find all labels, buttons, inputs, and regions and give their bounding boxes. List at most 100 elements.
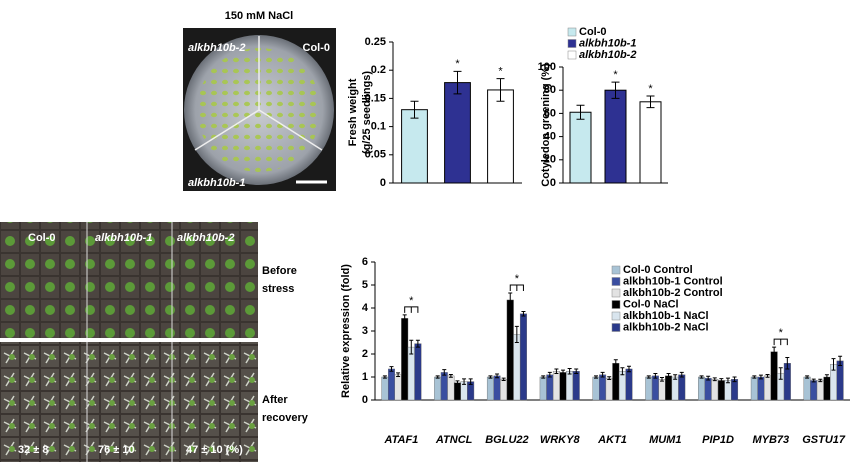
bar	[625, 368, 633, 401]
y-tick-label: 0	[380, 177, 386, 189]
bar	[816, 380, 824, 401]
legend-label: alkbh10b-2 Control	[623, 287, 723, 299]
bar	[651, 375, 659, 401]
significance-star: *	[455, 58, 460, 70]
y-tick-label: 0	[362, 394, 368, 406]
bar	[618, 371, 626, 401]
error-bar	[732, 376, 737, 383]
significance-star: *	[613, 69, 618, 81]
significance-star: *	[498, 66, 503, 78]
significance-star: *	[779, 327, 784, 339]
error-bar	[706, 375, 711, 381]
bar	[519, 313, 527, 401]
error-bar	[818, 378, 823, 383]
tray-photo-after	[0, 342, 258, 462]
bar	[500, 379, 508, 401]
error-bar	[453, 70, 462, 95]
error-bar	[811, 378, 816, 383]
error-bar	[442, 369, 447, 376]
tray-divider	[86, 222, 173, 462]
bar	[836, 360, 844, 401]
survival-rate: 32 ± 8	[18, 444, 49, 456]
error-bar	[831, 358, 836, 371]
legend-swatch	[611, 311, 621, 321]
legend-swatch	[611, 323, 621, 332]
error-bar	[435, 375, 440, 379]
x-tick-label: AKT1	[597, 434, 627, 446]
error-bar	[752, 375, 757, 379]
legend-label: alkbh10b-2	[579, 49, 636, 61]
bar	[823, 376, 831, 401]
plate-divider	[194, 36, 323, 151]
bar	[394, 374, 402, 401]
bar	[486, 376, 494, 401]
bar	[645, 376, 653, 401]
bar	[665, 375, 673, 401]
legend-label: alkbh10b-2 NaCl	[623, 321, 709, 333]
error-bar	[554, 368, 559, 375]
bar	[599, 374, 607, 401]
legend-swatch	[567, 27, 577, 37]
error-bar	[666, 373, 671, 379]
bar	[698, 376, 706, 401]
bar	[757, 376, 765, 401]
bar	[612, 363, 620, 401]
y-tick-label: 20	[544, 154, 556, 166]
bar	[513, 334, 521, 401]
legend-swatch	[611, 265, 621, 275]
error-bar	[389, 366, 394, 372]
bar	[447, 375, 455, 401]
error-bar	[409, 339, 414, 355]
bar	[381, 376, 389, 401]
legend-label: alkbh10b-1 Control	[623, 275, 723, 287]
y-tick-label: 1	[362, 371, 368, 383]
error-bar	[758, 374, 763, 380]
y-tick-label: 5	[362, 279, 368, 291]
condition-label: Before	[262, 265, 297, 277]
tray-label: alkbh10b-1	[95, 232, 152, 244]
error-bar	[607, 376, 612, 381]
error-bar	[547, 371, 552, 378]
legend-swatch	[611, 277, 621, 286]
bar	[770, 351, 778, 401]
bar	[750, 376, 758, 401]
bar	[717, 380, 725, 401]
y-tick-label: 4	[362, 302, 369, 314]
error-bar	[712, 377, 717, 382]
bar	[810, 380, 818, 401]
y-tick-label: 40	[544, 131, 556, 143]
significance-bracket	[404, 306, 419, 313]
bar	[434, 376, 442, 401]
x-tick-label: GSTU17	[802, 434, 846, 446]
error-bar	[488, 375, 493, 379]
condition-label: recovery	[262, 412, 309, 424]
bar	[572, 371, 580, 401]
error-bar	[508, 292, 513, 308]
error-bar	[620, 367, 625, 376]
y-axis-label: Relative expression (fold)	[340, 264, 352, 398]
significance-star: *	[515, 273, 520, 285]
bar	[559, 372, 567, 401]
error-bar	[679, 371, 684, 378]
significance-bracket	[773, 338, 788, 346]
error-bar	[805, 375, 810, 379]
error-bar	[600, 371, 605, 378]
bar	[569, 111, 592, 184]
x-tick-label: PIP1D	[702, 434, 734, 446]
bar	[493, 375, 501, 401]
x-tick-label: MUM1	[649, 434, 681, 446]
error-bar	[719, 378, 724, 383]
bar	[387, 368, 395, 401]
y-axis-label: Cotyledon greening (%)	[540, 63, 552, 187]
y-tick-label: 0.05	[365, 149, 386, 161]
bar	[401, 318, 409, 401]
bar	[506, 299, 514, 401]
x-tick-label: ATNCL	[435, 434, 473, 446]
error-bar	[514, 325, 519, 343]
error-bar	[415, 339, 420, 348]
error-bar	[785, 356, 790, 370]
y-tick-label: 0.25	[365, 36, 386, 48]
bar	[678, 374, 686, 401]
x-tick-label: ATAF1	[383, 434, 418, 446]
